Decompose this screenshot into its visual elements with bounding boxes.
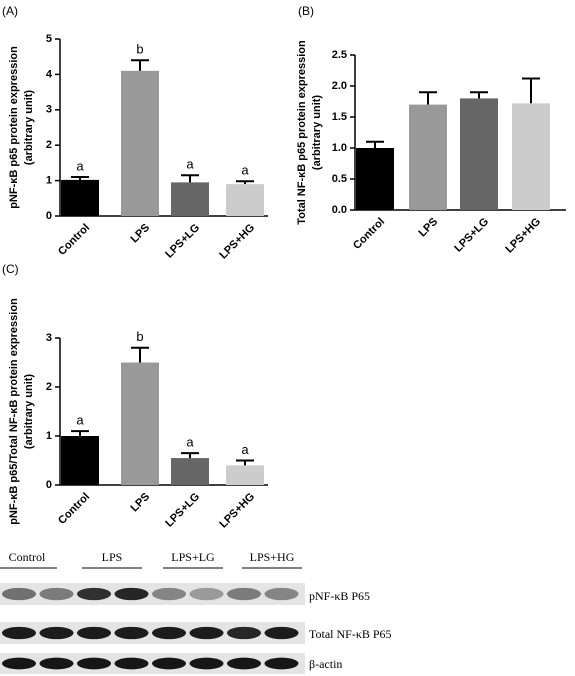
blot-band xyxy=(227,657,261,670)
bar xyxy=(512,103,550,210)
row-label: Total NF-κB P65 xyxy=(309,627,392,641)
bar xyxy=(121,362,159,485)
bar xyxy=(171,458,209,485)
panel-label: (A) xyxy=(2,4,18,18)
blot-band xyxy=(264,626,299,640)
blot-band xyxy=(189,587,224,601)
blot-band xyxy=(2,587,36,601)
y-axis-label: (arbitrary unit) xyxy=(311,95,323,171)
blot-band xyxy=(2,626,36,640)
y-tick-label: 5 xyxy=(46,33,52,45)
bar xyxy=(409,104,447,210)
x-tick-label: LPS+HG xyxy=(503,216,543,256)
blot-band xyxy=(264,657,299,670)
x-tick-label: LPS+LG xyxy=(163,491,202,530)
y-tick-label: 1 xyxy=(46,175,52,187)
significance-letter: a xyxy=(241,442,249,457)
blot-band xyxy=(189,626,224,640)
y-tick-label: 0 xyxy=(46,210,52,222)
significance-letter: a xyxy=(186,157,194,172)
bar xyxy=(121,70,159,216)
blot-band xyxy=(39,587,74,601)
bar xyxy=(61,179,99,216)
x-tick-label: LPS xyxy=(129,491,153,515)
significance-letter: a xyxy=(241,163,249,178)
y-tick-label: 3 xyxy=(46,332,52,344)
significance-letter: a xyxy=(76,158,84,173)
blot-background xyxy=(0,583,305,605)
y-tick-label: 2 xyxy=(46,381,52,393)
y-axis-label: (arbitrary unit) xyxy=(23,374,35,450)
y-tick-label: 1 xyxy=(46,430,52,442)
y-tick-label: 4 xyxy=(46,68,53,80)
lane-label: LPS+LG xyxy=(171,550,215,564)
significance-letter: a xyxy=(186,435,194,450)
blot-band xyxy=(2,657,36,670)
x-tick-label: LPS+HG xyxy=(217,491,257,531)
bar xyxy=(460,98,498,210)
blot-band xyxy=(264,587,299,601)
y-axis-label: Total NF-κB p65 protein expression xyxy=(296,40,308,225)
panel-label: (B) xyxy=(298,4,314,18)
x-tick-label: LPS xyxy=(129,222,153,246)
blot-band xyxy=(114,657,149,670)
y-tick-label: 1.0 xyxy=(332,142,347,154)
x-tick-label: Control xyxy=(56,222,92,258)
y-tick-label: 2.0 xyxy=(332,80,347,92)
blot-band xyxy=(39,657,74,670)
y-tick-label: 1.5 xyxy=(332,111,347,123)
y-tick-label: 0.0 xyxy=(332,204,347,216)
blot-band xyxy=(77,657,111,670)
y-tick-label: 3 xyxy=(46,104,52,116)
y-tick-label: 0 xyxy=(46,479,52,491)
significance-letter: a xyxy=(76,413,84,428)
panel-label: (C) xyxy=(2,262,19,276)
blot-band xyxy=(227,587,261,601)
blot-band xyxy=(152,587,186,601)
y-axis-label: pNF-κB p65/Total NF-κB protein expressio… xyxy=(8,298,20,525)
y-tick-label: 2.5 xyxy=(332,49,347,61)
blot-band xyxy=(39,626,74,640)
x-tick-label: LPS+LG xyxy=(163,222,202,261)
x-tick-label: Control xyxy=(351,216,387,252)
blot-band xyxy=(114,626,149,640)
blot-band xyxy=(77,626,111,640)
blot-band xyxy=(227,626,261,640)
blot-band xyxy=(152,626,186,640)
lane-label: LPS+HG xyxy=(250,550,295,564)
bar xyxy=(226,465,264,485)
significance-letter: b xyxy=(136,329,143,344)
y-axis-label: pNF-κB p65 protein expression xyxy=(8,46,20,209)
significance-letter: b xyxy=(136,42,143,57)
y-tick-label: 0.5 xyxy=(332,173,347,185)
y-tick-label: 2 xyxy=(46,139,52,151)
row-label: β-actin xyxy=(309,657,342,671)
lane-label: LPS xyxy=(102,550,123,564)
x-tick-label: Control xyxy=(56,491,92,527)
y-axis-label: (arbitrary unit) xyxy=(23,90,35,166)
bar xyxy=(61,436,99,485)
row-label: pNF-κB P65 xyxy=(309,589,370,603)
blot-band xyxy=(114,587,149,601)
lane-label: Control xyxy=(9,550,46,564)
x-tick-label: LPS+LG xyxy=(452,216,491,255)
blot-band xyxy=(77,587,111,601)
x-tick-label: LPS xyxy=(417,216,441,240)
x-tick-label: LPS+HG xyxy=(217,222,257,262)
blot-band xyxy=(152,657,186,670)
bar xyxy=(356,148,394,210)
blot-band xyxy=(189,657,224,670)
bar xyxy=(171,182,209,216)
bar xyxy=(226,184,264,216)
